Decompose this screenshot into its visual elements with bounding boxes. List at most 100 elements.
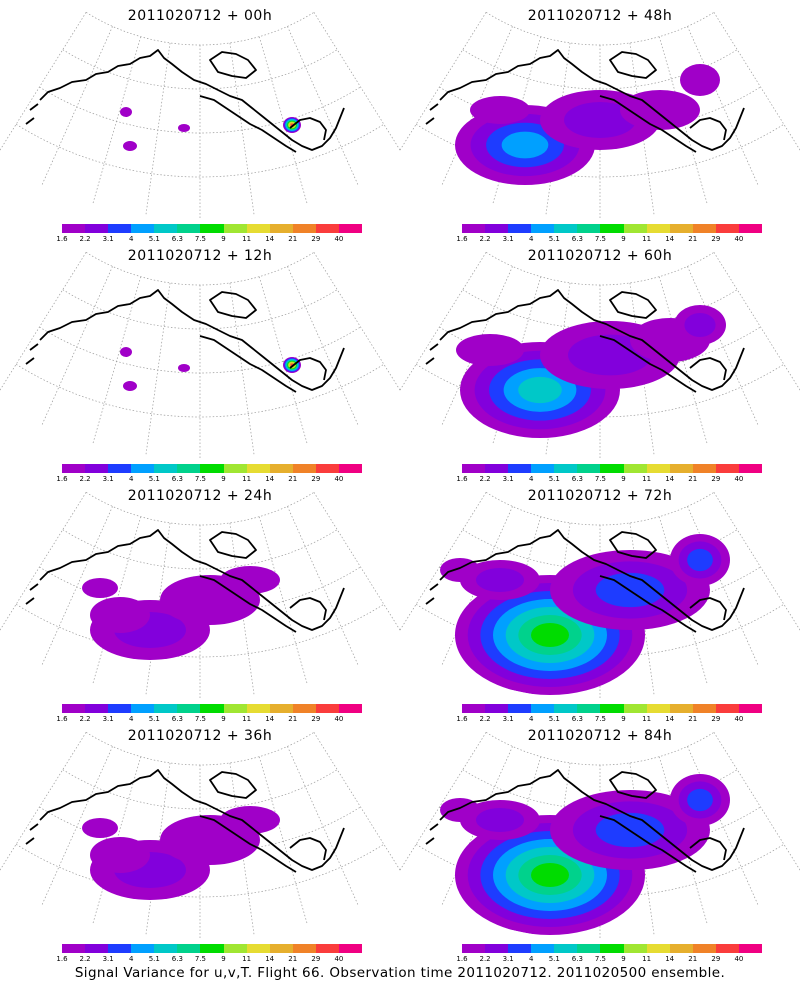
colorbar-swatch [131,464,155,473]
variance-contour [531,623,569,647]
colorbar-label: 9 [621,715,626,723]
coastline-segment [599,335,697,393]
colorbar-label: 11 [642,235,652,243]
colorbar-swatch [200,704,224,713]
colorbar-label: 9 [621,955,626,963]
colorbar-label: 6.3 [571,235,583,243]
colorbar-label: 29 [311,715,321,723]
panel-title: 2011020712 + 48h [527,8,673,24]
map-panel: 2011020712 + 12h 1.6 2.2 3.1 4 5.1 6.3 7.5 9 11 14… [0,240,400,483]
colorbar-label: 3.1 [502,715,514,723]
colorbar-label: 11 [242,475,252,483]
colorbar-swatch [131,944,155,953]
colorbar-label: 9 [221,475,226,483]
longitude-line [229,282,255,457]
colorbar-swatch [223,464,247,473]
colorbar-swatch [108,224,132,233]
longitude-line [313,732,400,871]
coastline-segment [199,815,297,873]
colorbar [62,704,363,713]
map-projection [0,252,400,460]
island-cluster [25,823,39,845]
colorbar-label: 21 [688,715,698,723]
island-cluster [609,771,657,799]
colorbar-swatch [715,224,739,233]
colorbar-swatch [462,704,486,713]
colorbar-label: 7.5 [594,475,607,483]
coastline-segment [689,117,727,141]
colorbar-label: 3.1 [502,475,514,483]
colorbar-swatch [646,944,670,953]
colorbar-label: 4 [128,475,134,483]
coastline [25,769,345,873]
colorbar-label: 3.1 [102,715,114,723]
coastline-segment [39,529,345,631]
colorbar-swatch [623,464,647,473]
island-cluster [25,583,39,605]
coastline-segment [199,335,297,393]
island-cluster [209,291,257,319]
variance-contour [220,566,280,594]
longitude-line [41,266,113,427]
coastline [25,289,345,393]
colorbar-swatch [646,704,670,713]
coastline-segment [289,837,327,861]
colorbar-label: 29 [711,235,721,243]
colorbar-swatch [577,224,601,233]
colorbar-swatch [485,704,509,713]
colorbar-label: 1.6 [56,475,68,483]
map-projection [0,12,400,220]
colorbar-label: 5.1 [548,955,560,963]
colorbar-label: 9 [621,235,626,243]
colorbar-label: 5.1 [548,235,560,243]
variance-contour [178,364,190,372]
colorbar-label: 1.6 [456,715,468,723]
variance-contour [123,141,137,151]
colorbar-swatch [554,944,578,953]
island-cluster [425,823,439,845]
panel-title: 2011020712 + 24h [127,488,273,504]
latitude-line [62,769,338,810]
colorbar-swatch [292,224,316,233]
colorbar-swatch [246,704,270,713]
colorbar-swatch [508,464,532,473]
colorbar-label: 21 [288,955,298,963]
latitude-line [415,123,785,178]
panel-title: 2011020712 + 12h [127,248,273,264]
longitude-line [229,42,255,217]
variance-field [456,305,726,438]
colorbar-swatch [669,224,693,233]
colorbar-swatch [646,464,670,473]
colorbar-label: 11 [242,235,252,243]
colorbar-swatch [269,704,293,713]
variance-field [82,806,280,900]
map-panel: 2011020712 + 36h 1.6 2.2 3.1 4 5.1 6.3 7.5 9 11 14… [0,720,400,963]
colorbar-swatch [315,704,339,713]
colorbar-swatch [154,464,178,473]
colorbar-label: 29 [311,475,321,483]
colorbar-swatch [462,224,486,233]
coastline-segment [199,95,297,153]
colorbar-swatch [623,224,647,233]
colorbar-swatch [669,704,693,713]
colorbar-swatch [531,464,555,473]
coastline [425,529,745,633]
colorbar-swatch [646,224,670,233]
longitude-line [713,12,800,151]
coastline-segment [689,837,727,861]
colorbar-label: 29 [311,235,321,243]
colorbar-label: 5.1 [148,235,160,243]
colorbar-swatch [338,464,363,473]
colorbar-label: 2.2 [479,715,491,723]
colorbar-label: 6.3 [171,235,183,243]
longitude-line [687,26,759,187]
colorbar-label: 40 [734,475,744,483]
colorbar-swatch [269,464,293,473]
panel-title: 2011020712 + 84h [527,728,673,744]
colorbar-label: 3.1 [102,955,114,963]
variance-contour [123,381,137,391]
colorbar-swatch [669,944,693,953]
colorbar-swatch [85,944,109,953]
map-projection [400,492,800,700]
colorbar-swatch [154,944,178,953]
